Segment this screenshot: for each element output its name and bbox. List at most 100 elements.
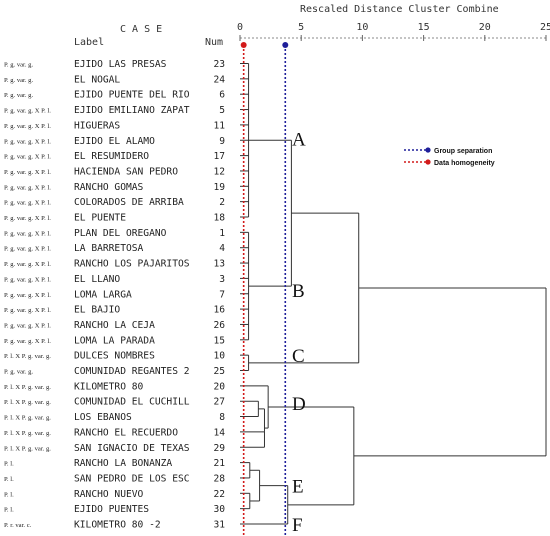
- case-num: 14: [213, 427, 225, 438]
- legend-label: Group separation: [434, 148, 492, 155]
- label-header: Label: [74, 37, 104, 48]
- case-label: EJIDO EL ALAMO: [74, 136, 155, 147]
- case-group: P. g. var. g.: [4, 92, 33, 99]
- case-label: EL RESUMIDERO: [74, 151, 149, 162]
- legend-label: Data homogeneity: [434, 160, 495, 167]
- case-group: P. g. var. g. X P. l.: [4, 246, 51, 253]
- case-group: P. g. var. g.: [4, 77, 33, 84]
- reference-marker: [240, 42, 247, 48]
- case-group: P. l. X P. g. var. g.: [4, 430, 51, 437]
- x-tick-label: 15: [418, 22, 430, 33]
- case-num: 2: [219, 197, 225, 208]
- case-group: P. g. var. g. X P. l.: [4, 169, 51, 176]
- case-group: P. g. var. g. X P. l.: [4, 184, 51, 191]
- case-num: 9: [219, 136, 225, 147]
- case-header: C A S E: [120, 24, 162, 35]
- case-group: P. g. var. g. X P. l.: [4, 276, 51, 283]
- cluster-label: C: [292, 346, 305, 367]
- case-label: RANCHO EL RECUERDO: [74, 427, 178, 438]
- case-label: EJIDO PUENTES: [74, 504, 149, 515]
- case-num: 22: [213, 489, 225, 500]
- x-tick-label: 10: [356, 22, 368, 33]
- case-label: EJIDO LAS PRESAS: [74, 59, 167, 70]
- case-group: P. l. X P. g. var. g.: [4, 399, 51, 406]
- case-group: P. g. var. g. X P. l.: [4, 307, 51, 314]
- case-label: LOS EBANOS: [74, 412, 132, 423]
- case-group: P. l.: [4, 461, 14, 468]
- reference-marker: [282, 42, 289, 48]
- case-group: P. l.: [4, 476, 14, 483]
- case-label: EL BAJIO: [74, 305, 120, 316]
- case-group: P. g. var. g. X P. l.: [4, 108, 51, 115]
- case-num: 27: [213, 397, 225, 408]
- case-group: P. g. var. g. X P. l.: [4, 292, 51, 299]
- case-num: 16: [213, 305, 225, 316]
- case-num: 12: [213, 166, 225, 177]
- case-num: 28: [213, 473, 225, 484]
- case-num: 29: [213, 443, 225, 454]
- x-tick-label: 0: [237, 22, 243, 33]
- case-num: 21: [213, 458, 225, 469]
- case-label: COMUNIDAD EL CUCHILL: [74, 397, 190, 408]
- x-tick-label: 5: [298, 22, 304, 33]
- legend-marker: [425, 147, 431, 153]
- case-group: P. g. var. g.: [4, 369, 33, 376]
- case-group: P. g. var. g. X P. l.: [4, 322, 51, 329]
- case-label: LA BARRETOSA: [74, 243, 144, 254]
- case-num: 3: [219, 274, 225, 285]
- case-label: RANCHO LOS PAJARITOS: [74, 259, 190, 270]
- x-axis: 0 5 10 15 20 25: [237, 22, 550, 41]
- case-group: P. l.: [4, 491, 14, 498]
- case-num: 18: [213, 213, 225, 224]
- case-label: HIGUERAS: [74, 120, 120, 131]
- case-label: RANCHO NUEVO: [74, 489, 144, 500]
- case-num: 7: [219, 289, 225, 300]
- case-group: P. g. var. g. X P. l.: [4, 200, 51, 207]
- case-group: P. l. X P. g. var. g.: [4, 445, 51, 452]
- case-label: COMUNIDAD REGANTES 2: [74, 366, 190, 377]
- case-group: P. g. var. g. X P. l.: [4, 154, 51, 161]
- chart-title: Rescaled Distance Cluster Combine: [300, 4, 499, 15]
- x-tick-label: 25: [540, 22, 550, 33]
- cluster-label: B: [292, 281, 305, 302]
- case-group: P. g. var. g. X P. l.: [4, 338, 51, 345]
- case-label: SAN IGNACIO DE TEXAS: [74, 443, 190, 454]
- cluster-label: F: [292, 515, 303, 536]
- case-label: EJIDO PUENTE DEL RIO: [74, 90, 190, 101]
- cluster-label: E: [292, 477, 304, 498]
- case-num: 1: [219, 228, 225, 239]
- case-group: P. g. var. g. X P. l.: [4, 138, 51, 145]
- case-label: EL LLANO: [74, 274, 120, 285]
- case-label: KILOMETRO 80: [74, 381, 144, 392]
- x-tick-label: 20: [479, 22, 491, 33]
- case-num: 4: [219, 243, 225, 254]
- case-group: P. l. X P. g. var. g.: [4, 353, 51, 360]
- cluster-label: D: [292, 394, 306, 415]
- case-label: LOMA LA PARADA: [74, 335, 155, 346]
- case-label: KILOMETRO 80 -2: [74, 520, 161, 531]
- case-group: P. g. var. g. X P. l.: [4, 261, 51, 268]
- case-label: HACIENDA SAN PEDRO: [74, 166, 178, 177]
- case-label: EJIDO EMILIANO ZAPAT: [74, 105, 190, 116]
- case-num: 11: [213, 120, 225, 131]
- case-label: DULCES NOMBRES: [74, 351, 155, 362]
- case-label: EL NOGAL: [74, 74, 120, 85]
- case-num: 26: [213, 320, 225, 331]
- case-group: P. l. X P. g. var. g.: [4, 384, 51, 391]
- cluster-label: A: [292, 129, 306, 150]
- case-num: 30: [213, 504, 225, 515]
- case-num: 6: [219, 90, 225, 101]
- case-num: 8: [219, 412, 225, 423]
- case-label: EL PUENTE: [74, 213, 126, 224]
- case-group: P. g. var. g. X P. l.: [4, 230, 51, 237]
- case-rows: P. g. var. g. EJIDO LAS PRESAS 2 3 P. g. var…: [4, 59, 225, 531]
- case-num: 20: [213, 381, 225, 392]
- case-label: RANCHO LA BONANZA: [74, 458, 172, 469]
- case-group: P. l. X P. g. var. g.: [4, 415, 51, 422]
- cluster-labels: A B C D EF: [292, 129, 306, 536]
- case-label: RANCHO LA CEJA: [74, 320, 155, 331]
- case-group: P. g. var. g. X P. l.: [4, 215, 51, 222]
- case-label: LOMA LARGA: [74, 289, 132, 300]
- num-header: Num: [205, 37, 223, 48]
- case-num: 17: [213, 151, 225, 162]
